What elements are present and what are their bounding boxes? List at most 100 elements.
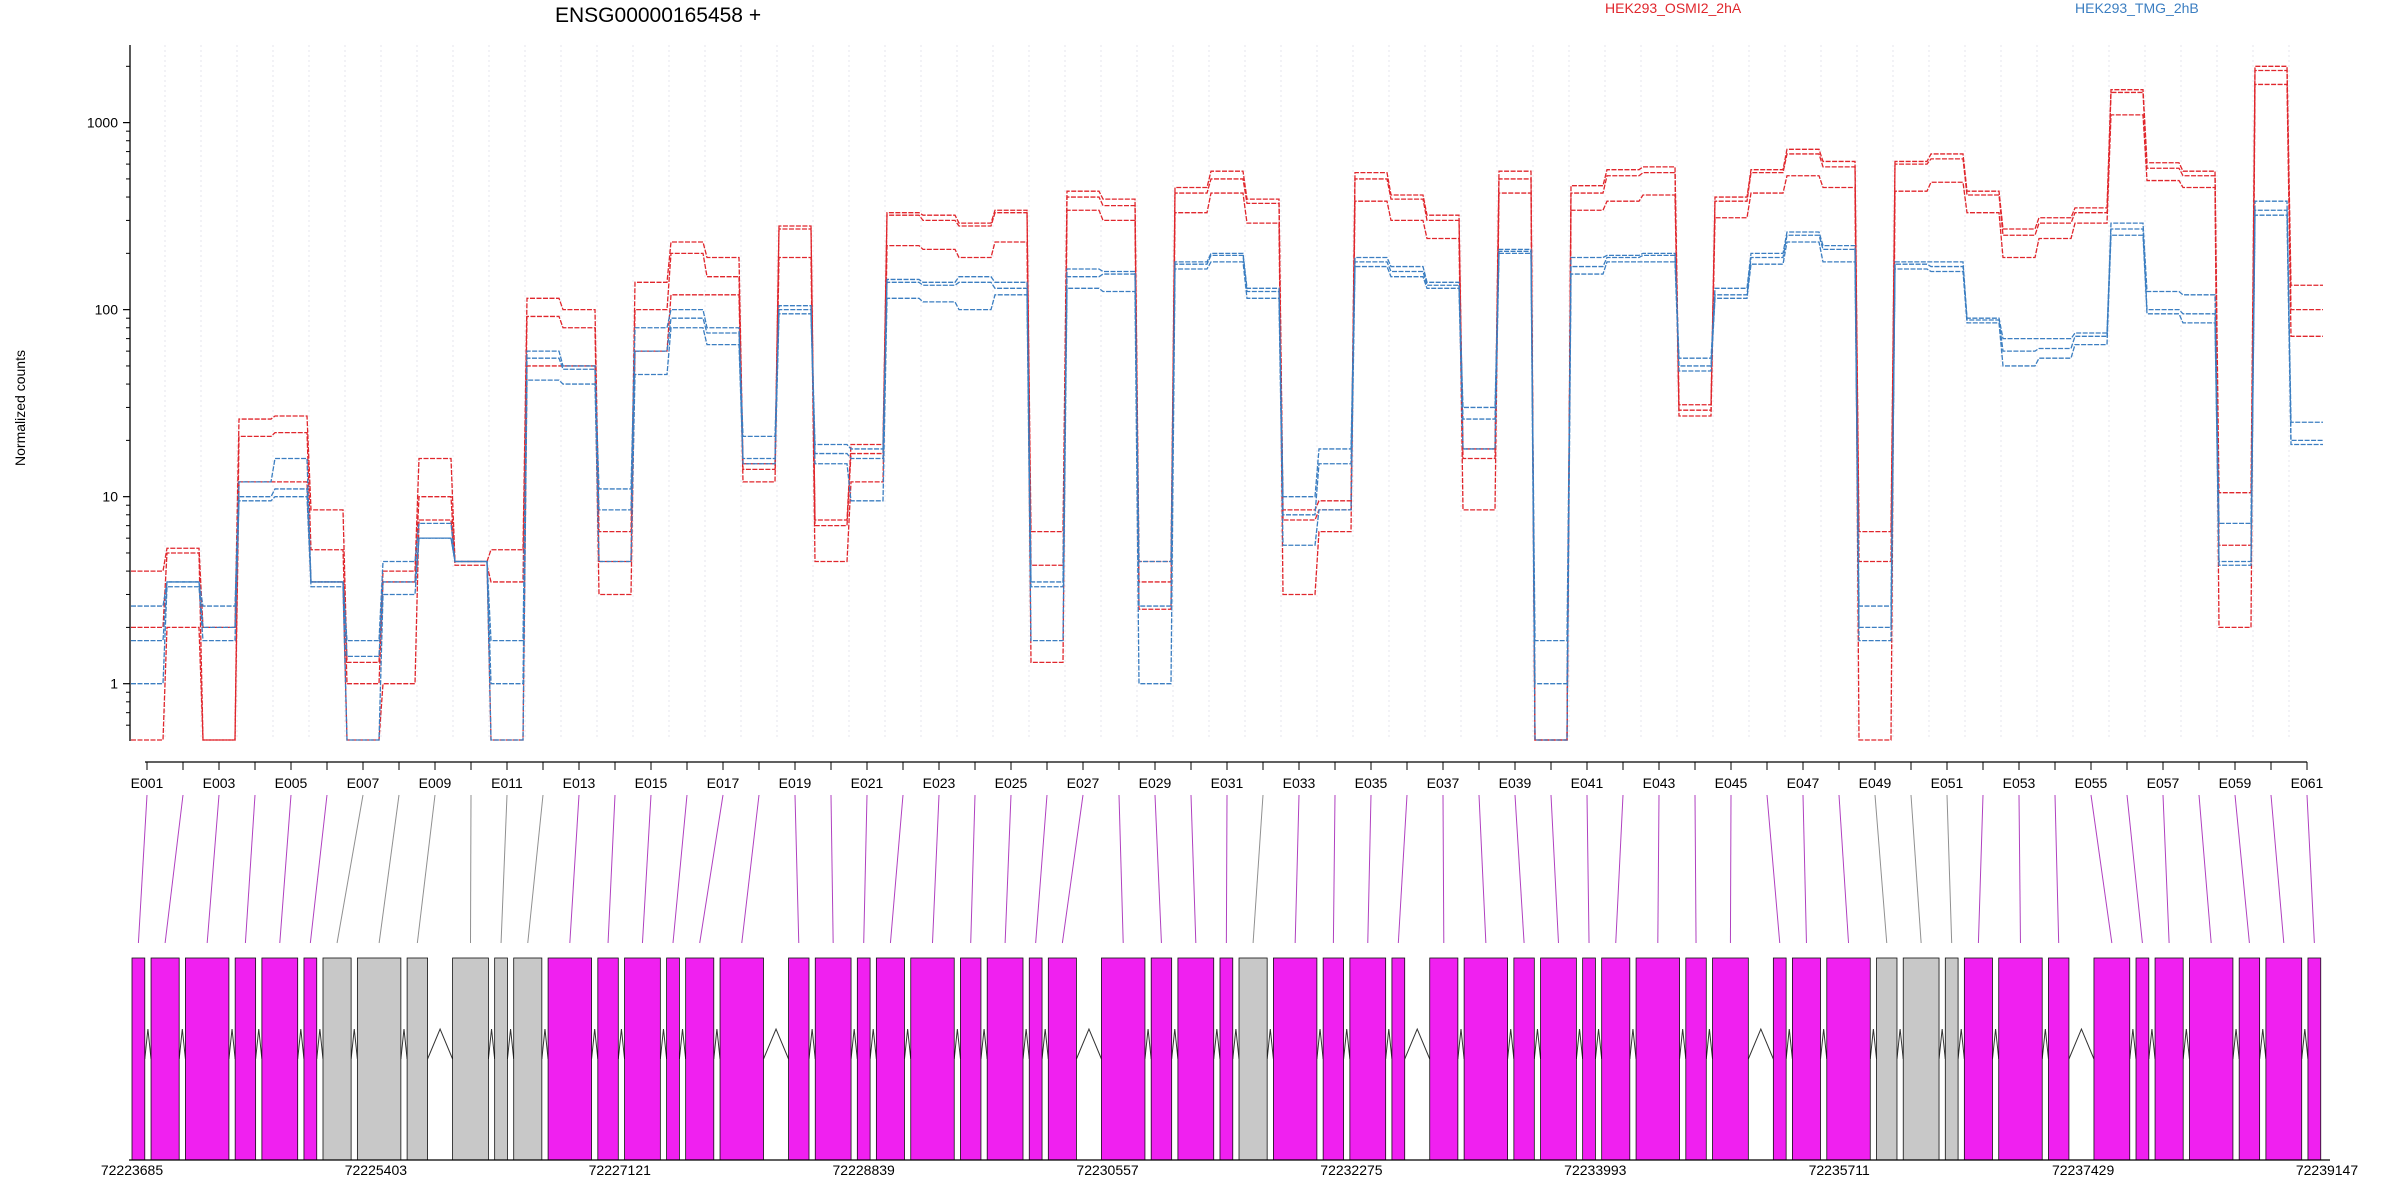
grid-lines (164, 45, 2290, 740)
exon-block (1150, 957, 1173, 1161)
exon-block (910, 957, 955, 1161)
x-tick-label: E039 (1499, 775, 1532, 791)
exon-connector (1615, 794, 1624, 944)
intron-line (255, 1028, 263, 1060)
exon-block (131, 957, 146, 1161)
x-tick-label: E003 (203, 775, 236, 791)
x-tick-label: E061 (2291, 775, 2324, 791)
x-tick-label: E053 (2003, 775, 2036, 791)
exon-block (856, 957, 871, 1161)
series-line-5 (131, 214, 2323, 741)
y-tick-label: 100 (95, 302, 119, 318)
exon-block (406, 957, 428, 1161)
exon-connector (1729, 794, 1732, 944)
exon-block (1391, 957, 1406, 1161)
intron-line (1457, 1028, 1465, 1060)
exon-connector (1367, 794, 1372, 944)
intron-line (763, 1027, 790, 1060)
exon-connector (2198, 794, 2212, 944)
x-tick-label: E047 (1787, 775, 1820, 791)
intron-line (1232, 1028, 1240, 1060)
intron-line (1938, 1028, 1946, 1060)
exon-connector (1694, 794, 1697, 944)
exon-block (2154, 957, 2184, 1161)
exon-connector (2234, 794, 2250, 944)
exon-connector (2090, 794, 2113, 944)
exon-connector (244, 794, 256, 944)
intron-line (617, 1028, 626, 1060)
exon-connector (1550, 794, 1559, 944)
exon-block (2189, 957, 2234, 1161)
gene-model: 72223685 72225403 72227121 72228839 72230557… (101, 957, 2359, 1178)
exon-connector (830, 794, 834, 944)
exon-connector (1118, 794, 1124, 944)
exon-connector (1838, 794, 1850, 944)
x-tick-label: E045 (1715, 775, 1748, 791)
exon-block (2265, 957, 2303, 1161)
exon-block (1791, 957, 1821, 1161)
x-tick-label: E051 (1931, 775, 1964, 791)
exon-block (1028, 957, 1043, 1161)
exon-block (666, 957, 680, 1161)
intron-line (2182, 1028, 2190, 1060)
exon-block (1429, 957, 1459, 1161)
exon-connector (1154, 794, 1162, 944)
exon-block (2048, 957, 2070, 1161)
intron-line (1316, 1028, 1324, 1060)
exon-connector (1910, 794, 1922, 944)
exon-block (1963, 957, 1993, 1161)
intron-line (2041, 1028, 2049, 1060)
x-tick-label: E021 (851, 775, 884, 791)
intron-line (808, 1028, 816, 1060)
intron-line (316, 1028, 324, 1060)
exon-connector (527, 794, 544, 944)
coordinate-label: 72232275 (1320, 1162, 1383, 1178)
exon-connector (1190, 794, 1197, 944)
intron-line (1991, 1028, 2000, 1060)
exon-connector (1061, 794, 1084, 944)
exon-block (261, 957, 299, 1161)
intron-line (1896, 1028, 1904, 1060)
legend-entry-tmg: HEK293_TMG_2hB (2075, 0, 2199, 16)
intron-line (1041, 1028, 1049, 1060)
exon-connector (1442, 794, 1445, 944)
series-line-1 (131, 69, 2323, 741)
exon-block (1349, 957, 1387, 1161)
intron-line (1144, 1028, 1152, 1060)
intron-line (2259, 1028, 2267, 1060)
exon-connector (1874, 794, 1888, 944)
exon-connector (1802, 794, 1807, 944)
intron-line (980, 1028, 988, 1060)
coordinate-label: 72239147 (2296, 1162, 2359, 1178)
coordinate-label: 72237429 (2052, 1162, 2115, 1178)
exon-connector (164, 794, 184, 944)
exon-connector (607, 794, 616, 944)
exon-block (624, 957, 661, 1161)
intron-line (144, 1028, 152, 1060)
exon-connector (2306, 794, 2315, 944)
intron-line (678, 1028, 687, 1060)
exon-block (1685, 957, 1707, 1161)
intron-line (903, 1028, 912, 1060)
exon-block (1540, 957, 1577, 1161)
intron-line (1594, 1028, 1603, 1060)
exon-block (1047, 957, 1077, 1161)
exon-block (2135, 957, 2150, 1161)
x-tick-label: E043 (1643, 775, 1676, 791)
exon-connector (336, 794, 364, 944)
intron-line (1507, 1028, 1515, 1060)
x-tick-label: E031 (1211, 775, 1244, 791)
intron-line (591, 1028, 599, 1060)
exon-connector (279, 794, 292, 944)
exon-connector (2162, 794, 2170, 944)
intron-line (178, 1028, 186, 1060)
intron-line (400, 1028, 408, 1060)
intron-line (953, 1028, 961, 1060)
exon-connector (1977, 794, 1984, 944)
x-tick-label: E013 (563, 775, 596, 791)
intron-line (1533, 1028, 1542, 1060)
intron-line (1629, 1028, 1637, 1060)
intron-line (1075, 1027, 1102, 1060)
exon-block (1601, 957, 1631, 1161)
series-line-3 (131, 200, 2323, 642)
